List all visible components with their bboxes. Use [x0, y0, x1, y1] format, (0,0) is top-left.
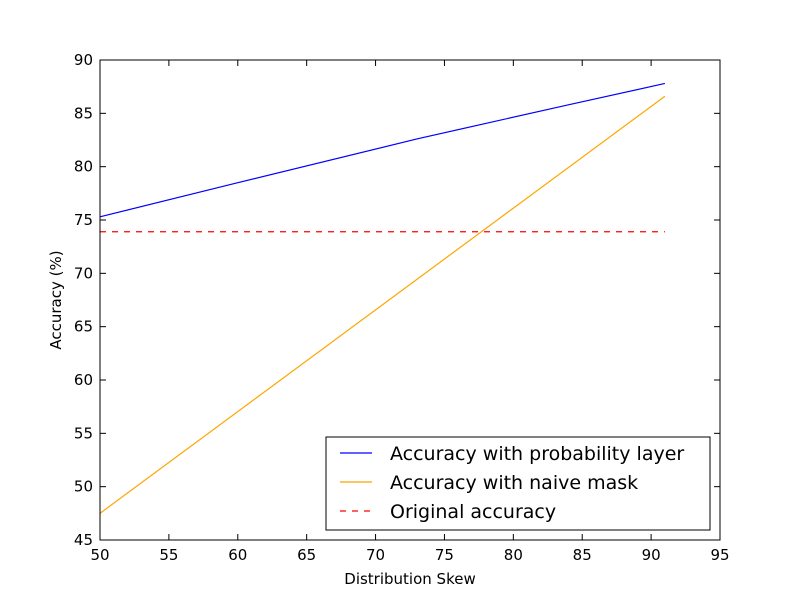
x-tick-label: 80 — [504, 546, 523, 564]
y-tick-label: 65 — [74, 318, 93, 336]
y-tick-label: 80 — [74, 158, 93, 176]
x-tick-label: 55 — [159, 546, 178, 564]
legend-items: Accuracy with probability layer Accuracy … — [340, 443, 684, 523]
legend-label-1: Accuracy with naive mask — [390, 472, 638, 494]
x-tick-label: 60 — [228, 546, 247, 564]
y-tick-label: 60 — [74, 371, 93, 389]
legend: Accuracy with probability layer Accuracy … — [325, 436, 711, 531]
x-axis-label: Distribution Skew — [344, 570, 475, 588]
y-tick-label: 75 — [74, 211, 93, 229]
series-layer — [99, 82, 666, 514]
legend-label-2: Original accuracy — [390, 501, 556, 523]
y-axis-label: Accuracy (%) — [47, 250, 65, 349]
x-tick-label: 85 — [573, 546, 592, 564]
series-line-0 — [99, 82, 666, 218]
y-tick-label: 85 — [74, 104, 93, 122]
x-tick-label: 95 — [710, 546, 729, 564]
y-tick-label: 55 — [74, 424, 93, 442]
legend-label-0: Accuracy with probability layer — [390, 443, 684, 465]
x-tick-label: 50 — [90, 546, 109, 564]
series-line-1 — [99, 95, 666, 514]
y-tick-label: 50 — [74, 478, 93, 496]
x-tick-label: 90 — [642, 546, 661, 564]
y-tick-label: 90 — [74, 51, 93, 69]
plot-frame — [99, 59, 721, 541]
y-tick-label: 70 — [74, 264, 93, 282]
x-tick-label: 70 — [366, 546, 385, 564]
y-tick-label: 45 — [74, 531, 93, 549]
legend-frame — [325, 436, 711, 531]
x-tick-label: 75 — [435, 546, 454, 564]
x-tick-label: 65 — [297, 546, 316, 564]
